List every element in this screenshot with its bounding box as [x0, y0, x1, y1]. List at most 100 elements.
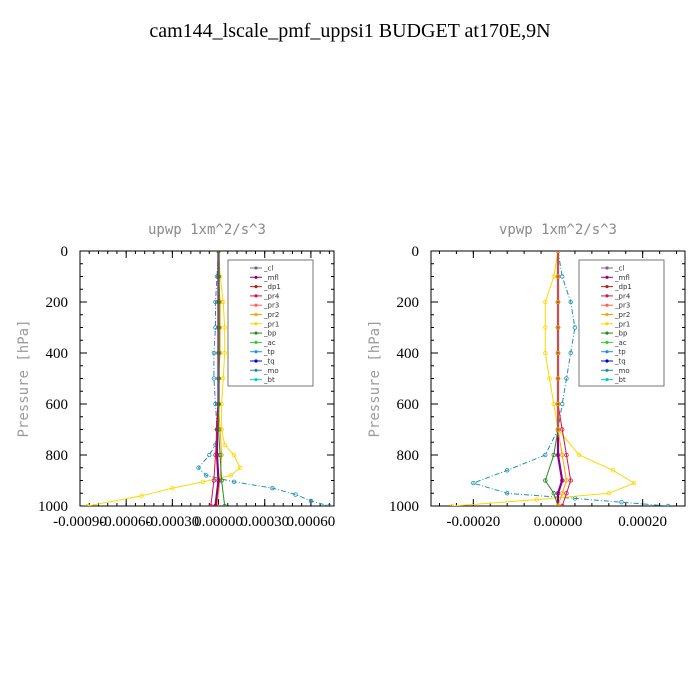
data-point_pr4 — [560, 503, 565, 506]
legend-label: _tq — [614, 358, 626, 366]
data-point_pr1 — [547, 376, 552, 381]
data-point_pr1 — [222, 325, 227, 330]
data-point_pr2 — [555, 325, 561, 330]
legend-marker — [254, 285, 258, 289]
legend-label: _pr3 — [614, 302, 630, 310]
data-point_mo — [308, 498, 314, 504]
legend-label: _pr4 — [263, 292, 280, 300]
legend-marker — [254, 378, 258, 382]
legend-label: _mo — [263, 367, 279, 375]
y-tick-label: 400 — [46, 346, 69, 362]
legend-marker — [605, 340, 609, 344]
data-point_pr1 — [219, 401, 224, 407]
legend-marker — [605, 331, 609, 335]
y-tick-label: 200 — [397, 295, 420, 311]
legend-marker — [605, 294, 609, 298]
legend-marker — [605, 378, 609, 382]
data-point_pr1 — [85, 503, 90, 506]
legend-label: _tp — [614, 348, 626, 356]
data-point_bp — [216, 251, 221, 254]
series-line_pr1 — [87, 251, 241, 506]
legend-marker — [605, 266, 609, 270]
data-point_mo — [572, 325, 578, 330]
y-tick-label: 400 — [397, 346, 420, 362]
data-point_mo — [619, 499, 624, 505]
legend-marker — [254, 312, 258, 317]
data-point_pr1 — [543, 325, 548, 330]
data-point_mfl — [216, 478, 221, 483]
data-point_pr1 — [551, 274, 556, 279]
data-point_pr2 — [560, 491, 565, 496]
data-point_mo — [207, 452, 212, 458]
data-point_pr1 — [222, 442, 227, 447]
data-point_bp — [216, 325, 221, 330]
data-point_pr1 — [534, 497, 540, 502]
data-point_pr2 — [555, 401, 561, 407]
data-point_mo — [665, 503, 671, 506]
y-axis-label: Pressure [hPa] — [367, 319, 383, 437]
legend-label: _dp1 — [263, 283, 281, 291]
legend-label: _pr2 — [263, 311, 279, 319]
legend-marker — [605, 350, 609, 354]
legend-box — [578, 259, 665, 387]
x-tick-label: 0.00060 — [287, 514, 336, 530]
legend-marker — [605, 322, 609, 326]
y-tick-label: 200 — [46, 295, 69, 311]
data-point_bp — [551, 491, 556, 496]
data-point_mo — [471, 480, 476, 486]
series-group — [85, 251, 332, 506]
data-point_pr1 — [220, 299, 226, 305]
legend-label: _mo — [614, 367, 630, 375]
data-point_pr2 — [555, 503, 561, 506]
x-tick-label: -0.00060 — [99, 514, 153, 530]
data-point_pr2 — [555, 274, 561, 279]
legend-marker — [605, 275, 609, 279]
legend-marker — [605, 359, 609, 363]
legend-label: _pr2 — [614, 311, 630, 319]
data-point_pr2 — [214, 503, 220, 506]
data-point_mo — [327, 503, 332, 506]
legend-marker — [254, 350, 258, 354]
data-point_pr1 — [610, 468, 616, 473]
data-point_bp — [543, 478, 548, 483]
legend-label: _mfl — [614, 274, 630, 282]
y-axis-label: Pressure [hPa] — [16, 319, 32, 437]
series-line_mo — [197, 251, 330, 506]
legend-label: _cl — [614, 265, 624, 273]
data-point_bp — [217, 452, 223, 458]
data-point_pr1 — [222, 350, 227, 356]
data-point_pr1 — [237, 465, 243, 470]
data-point_mfl — [560, 478, 565, 483]
legend-label: _bt — [614, 376, 626, 384]
data-point_pr2 — [555, 350, 561, 356]
data-point_mo — [204, 473, 209, 478]
data-point_bp — [222, 503, 227, 506]
data-point_pr4 — [560, 427, 565, 432]
x-tick-label: 0.00000 — [534, 514, 583, 530]
y-tick-label: 1000 — [38, 499, 68, 515]
data-point_pr4 — [208, 503, 214, 506]
data-point_mo — [211, 376, 217, 381]
data-point_mo — [213, 401, 218, 407]
data-point_pr2 — [555, 427, 561, 432]
data-point_mo — [560, 274, 565, 279]
legend-marker — [605, 368, 609, 372]
legend-label: _pr1 — [614, 320, 630, 328]
data-point_pr2 — [564, 478, 569, 483]
series-line_pr2 — [557, 251, 568, 506]
data-point_mfl — [555, 491, 561, 496]
data-point_mo — [564, 376, 569, 381]
data-point_pr1 — [228, 473, 234, 478]
data-point_pr1 — [551, 401, 556, 407]
legend-label: _mfl — [263, 274, 279, 282]
legend-marker — [254, 368, 258, 372]
data-point_pr1 — [576, 452, 582, 458]
chart-panel-1: upwp 1xm^2/s^3 Pressure [hPa] 0 200 400 600 80… — [16, 222, 335, 530]
data-point_bp — [551, 452, 556, 458]
x-tick-label: 0.00030 — [240, 514, 289, 530]
y-tick-label: 0 — [412, 244, 420, 260]
legend-label: _tq — [263, 358, 275, 366]
x-tick-label: -0.00090 — [53, 514, 107, 530]
chart-title: vpwp 1xm^2/s^3 — [499, 222, 617, 238]
y-tick-label: 800 — [46, 448, 69, 464]
